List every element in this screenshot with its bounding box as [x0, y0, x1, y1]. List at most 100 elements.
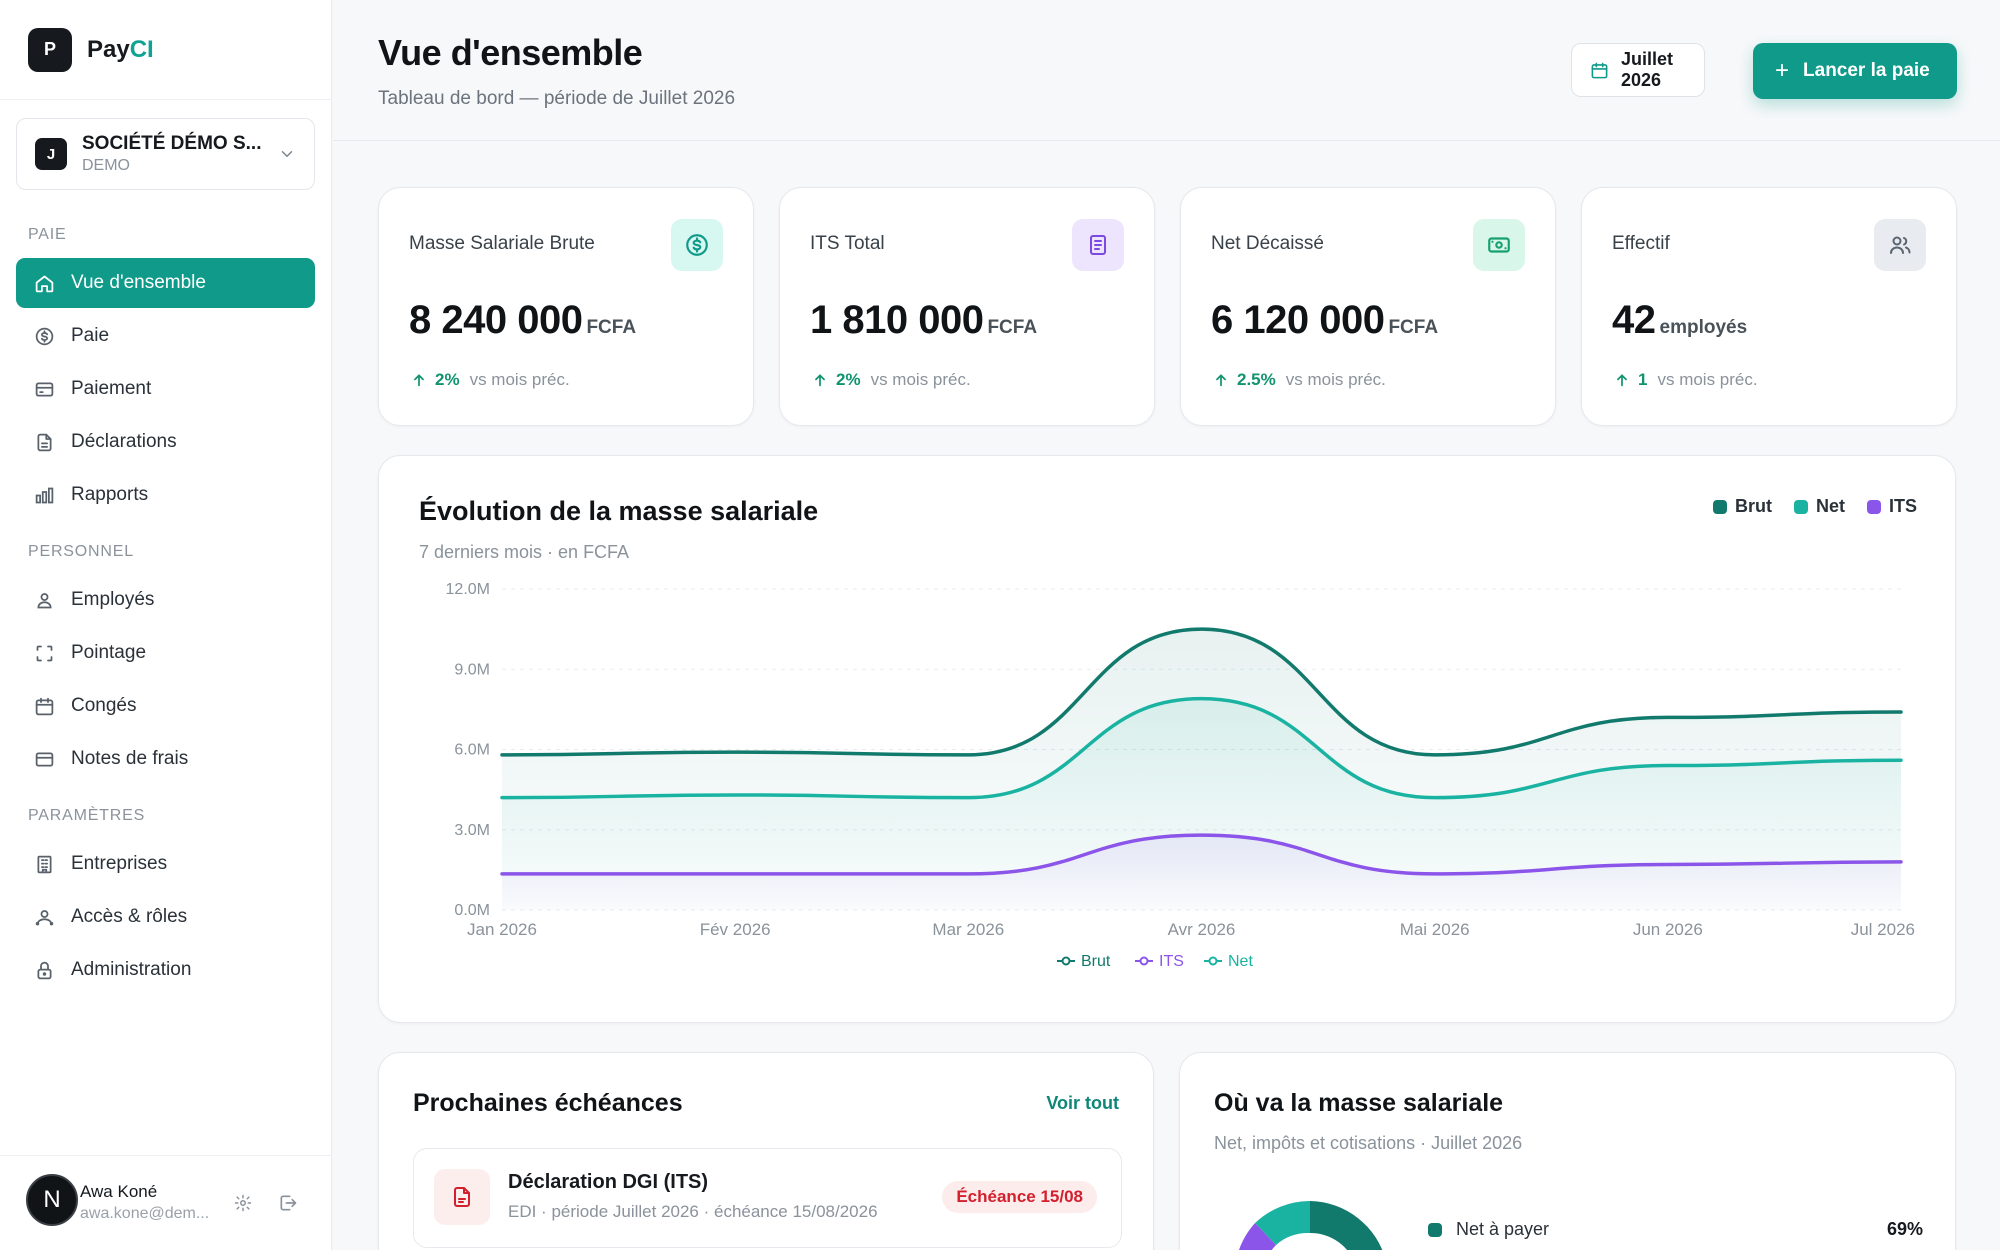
sidebar-item-paiement[interactable]: Paiement — [16, 364, 315, 414]
page-header: Vue d'ensemble Tableau de bord — période… — [333, 0, 2000, 141]
donut-segment-cotisations — [1255, 1201, 1310, 1245]
deadlines-title: Prochaines échéances — [413, 1089, 683, 1117]
brand-name: PayCI — [87, 36, 154, 64]
kpi-trend: 1 vs mois préc. — [1614, 370, 1758, 390]
payroll-evolution-chart-card: Évolution de la masse salariale 7 dernie… — [378, 455, 1956, 1023]
brand-name-accent: CI — [129, 35, 154, 63]
kpi-value: 42 employés — [1612, 298, 1747, 343]
y-tick-label: 9.0M — [454, 661, 490, 678]
breakdown-percent: 69% — [1886, 1219, 1923, 1239]
donut-segment-its — [1239, 1223, 1276, 1250]
sidebar-item-label: Administration — [71, 959, 192, 980]
sidebar-item-label: Pointage — [71, 642, 147, 663]
kpi-trend: 2.5% vs mois préc. — [1213, 370, 1386, 390]
gear-icon[interactable] — [234, 1194, 252, 1217]
kpi-card-its-total: ITS Total 1 810 000 FCFA 2% vs mois préc. — [779, 187, 1155, 426]
user-name: Awa Koné — [80, 1182, 158, 1201]
sidebar-item-notes-de-frais[interactable]: Notes de frais — [16, 734, 315, 784]
users-icon — [33, 589, 55, 611]
kpi-card-effectif: Effectif 42 employés 1 vs mois préc. — [1581, 187, 1957, 426]
x-tick-label: Fév 2026 — [700, 920, 771, 939]
kpi-trend-value: 1 — [1638, 370, 1648, 389]
legend-bottom-label: Brut — [1081, 953, 1111, 970]
page-subtitle: Tableau de bord — période de Juillet 202… — [378, 88, 736, 109]
legend-marker-dot — [1139, 956, 1149, 966]
sidebar: P PayCI J SOCIÉTÉ DÉMO S... DEMO PAIE Vu… — [0, 0, 332, 1250]
period-selector[interactable]: Juillet 2026 — [1571, 43, 1705, 97]
legend-label: ITS — [1888, 496, 1917, 516]
kpi-unit: FCFA — [586, 317, 637, 338]
sidebar-item-label: Paiement — [71, 378, 152, 399]
sidebar-item-administration[interactable]: Administration — [16, 945, 315, 995]
sidebar-item-label: Rapports — [71, 484, 149, 505]
y-tick-label: 6.0M — [454, 742, 490, 759]
sidebar-item-declarations[interactable]: Déclarations — [16, 417, 315, 467]
kpi-trend: 2% vs mois préc. — [411, 370, 570, 390]
view-all-link[interactable]: Voir tout — [1046, 1093, 1119, 1113]
sidebar-item-label: Déclarations — [71, 431, 177, 452]
sidebar-item-acces-roles[interactable]: Accès & rôles — [16, 892, 315, 942]
dollar-circle-icon — [671, 219, 723, 271]
run-payroll-button[interactable]: + Lancer la paie — [1753, 43, 1957, 99]
y-tick-label: 3.0M — [454, 822, 490, 839]
lock-icon — [33, 959, 55, 981]
legend-marker-dot — [1208, 956, 1218, 966]
company-subtitle: DEMO — [82, 157, 130, 174]
sidebar-item-paie[interactable]: Paie — [16, 311, 315, 361]
x-tick-label: Jun 2026 — [1633, 920, 1703, 939]
breakdown-subtitle: Net, impôts et cotisations · Juillet 202… — [1214, 1133, 1523, 1153]
legend-item-net[interactable]: Net — [1793, 496, 1845, 517]
kpi-trend-text: vs mois préc. — [469, 370, 570, 389]
y-tick-label: 12.0M — [446, 581, 490, 598]
brand[interactable]: P PayCI — [0, 0, 331, 100]
legend-marker-dot — [1061, 956, 1071, 966]
sidebar-item-label: Paie — [71, 325, 110, 346]
series-line-net — [500, 696, 1903, 800]
receipt-icon — [33, 748, 55, 770]
legend-item-brut[interactable]: Brut — [1712, 496, 1772, 517]
legend-item-its[interactable]: ITS — [1866, 496, 1917, 517]
deadline-badge: Échéance 15/08 — [942, 1181, 1097, 1213]
calendar-icon — [1590, 61, 1609, 80]
deadline-item[interactable]: Déclaration DGI (ITS) EDI · période Juil… — [413, 1148, 1122, 1248]
user-panel: N Awa Koné awa.kone@dem... — [0, 1155, 332, 1250]
x-tick-label: Mai 2026 — [1400, 920, 1470, 939]
kpi-card-net-decaisse: Net Décaissé 6 120 000 FCFA 2.5% vs mois p… — [1180, 187, 1556, 426]
sidebar-item-vue-ensemble[interactable]: Vue d'ensemble — [16, 258, 315, 308]
home-icon — [33, 272, 55, 294]
sidebar-item-entreprises[interactable]: Entreprises — [16, 839, 315, 889]
series-area-its — [502, 835, 1901, 910]
legend-label: Brut — [1734, 496, 1772, 516]
logout-icon[interactable] — [278, 1193, 298, 1218]
arrow-up-icon — [1617, 374, 1627, 387]
kpi-trend-value: 2.5% — [1237, 370, 1276, 389]
kpi-trend-text: vs mois préc. — [1285, 370, 1386, 389]
bar-chart-icon — [33, 484, 55, 506]
kpi-title: Net Décaissé — [1211, 233, 1324, 254]
sidebar-item-employes[interactable]: Employés — [16, 575, 315, 625]
deadline-description: EDI · période Juillet 2026 · échéance 15… — [508, 1202, 878, 1221]
kpi-number: 1 810 000 — [810, 298, 984, 342]
kpi-trend-text: vs mois préc. — [870, 370, 971, 389]
kpi-card-masse-brute: Masse Salariale Brute 8 240 000 FCFA 2% vs… — [378, 187, 754, 426]
company-switcher[interactable]: J SOCIÉTÉ DÉMO S... DEMO — [16, 118, 315, 190]
breakdown-row-net: Net à payer 69% — [1428, 1219, 1923, 1240]
kpi-trend-text: vs mois préc. — [1657, 370, 1758, 389]
chevron-down-icon — [278, 145, 296, 168]
plus-icon: + — [1775, 57, 1790, 84]
arrow-up-icon — [1216, 374, 1226, 387]
document-icon — [1072, 219, 1124, 271]
donut-segment-net — [1310, 1201, 1383, 1250]
user-roles-icon — [33, 906, 55, 928]
breakdown-label: Net à payer — [1456, 1219, 1550, 1239]
y-tick-label: 0.0M — [454, 902, 490, 919]
file-icon — [434, 1169, 490, 1225]
sidebar-item-pointage[interactable]: Pointage — [16, 628, 315, 678]
calendar-icon — [33, 695, 55, 717]
deadline-name: Déclaration DGI (ITS) — [508, 1171, 709, 1193]
sidebar-item-rapports[interactable]: Rapports — [16, 470, 315, 520]
avatar[interactable]: N — [26, 1174, 78, 1226]
sidebar-item-conges[interactable]: Congés — [16, 681, 315, 731]
kpi-value: 8 240 000 FCFA — [409, 298, 636, 343]
section-title-paie: PAIE — [28, 226, 67, 243]
